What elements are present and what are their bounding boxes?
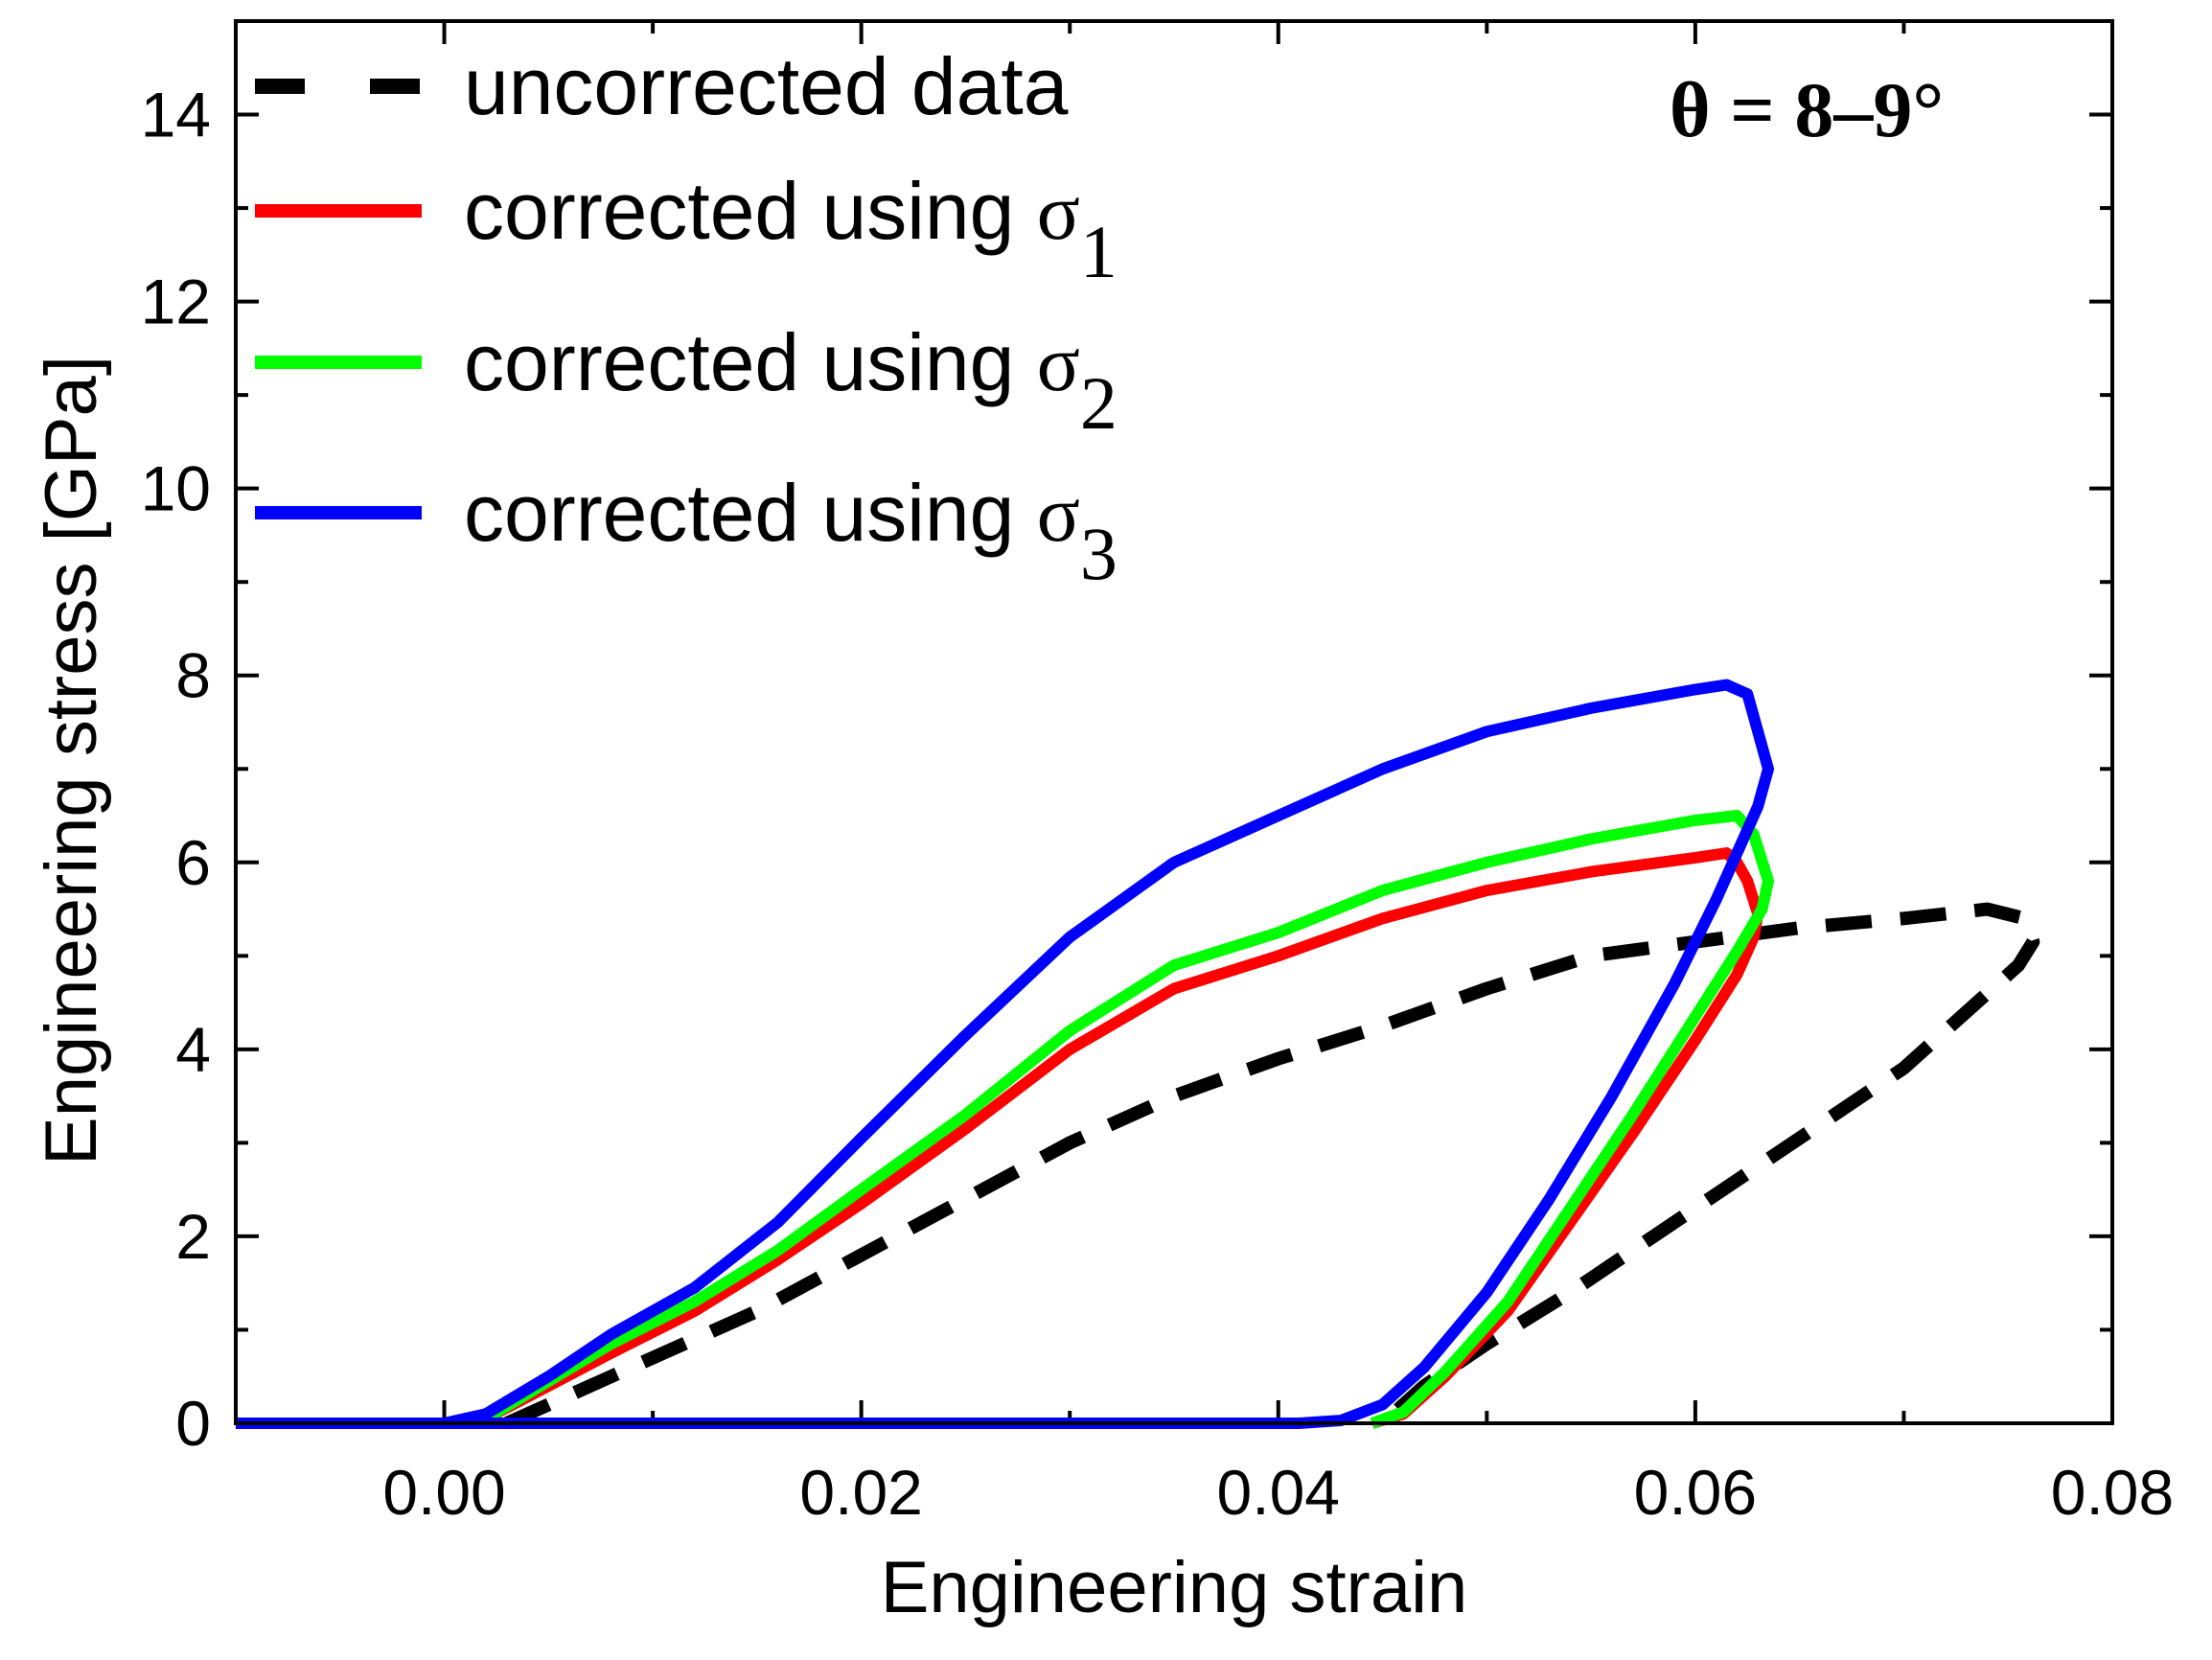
legend-sigma: σ: [1037, 470, 1080, 559]
y-tick-label: 6: [175, 827, 211, 898]
legend-subscript: 1: [1080, 210, 1118, 293]
y-tick-label: 4: [175, 1014, 211, 1085]
legend-label-text: corrected using: [464, 317, 1037, 407]
legend-sigma: σ: [1037, 319, 1080, 408]
y-tick-label: 8: [175, 640, 211, 711]
y-axis-title: Engineering stress [GPa]: [31, 356, 112, 1165]
legend-label-2: corrected using σ1: [464, 166, 1118, 293]
legend-label-text: corrected using: [464, 166, 1037, 256]
theta-annotation: θ = 8–9°: [1670, 66, 1944, 153]
series-line-1: [503, 902, 2040, 1430]
series-line-4: [236, 679, 1774, 1429]
legend-sigma: σ: [1037, 168, 1080, 257]
plot-frame: [234, 19, 2114, 1425]
legend-label-1: uncorrected data: [464, 41, 1069, 131]
legend-label-3: corrected using σ2: [464, 317, 1118, 445]
x-axis-title: Engineering strain: [881, 1547, 1468, 1628]
series-line-3: [483, 810, 1774, 1429]
y-tick-label: 0: [175, 1388, 211, 1459]
y-tick-label: 10: [141, 453, 211, 524]
x-tick-label: 0.04: [1217, 1457, 1340, 1528]
legend-subscript: 3: [1080, 512, 1118, 595]
x-tick-label: 0.08: [2051, 1457, 2174, 1528]
legend-label-text: corrected using: [464, 468, 1037, 558]
legend-label-4: corrected using σ3: [464, 468, 1118, 595]
series-line-2: [236, 847, 1764, 1429]
y-tick-label: 12: [141, 266, 211, 337]
series-lines: [236, 679, 2040, 1430]
x-tick-label: 0.02: [799, 1457, 922, 1528]
x-tick-label: 0.00: [382, 1457, 505, 1528]
y-tick-label: 2: [175, 1201, 211, 1272]
y-tick-label: 14: [141, 80, 211, 150]
x-tick-label: 0.06: [1634, 1457, 1757, 1528]
legend-subscript: 2: [1080, 361, 1118, 445]
